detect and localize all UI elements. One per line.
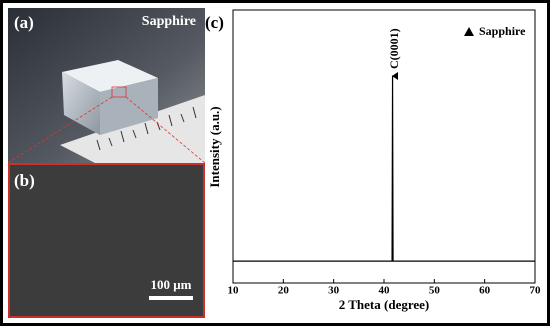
cube-front (100, 78, 158, 135)
zoom-line (7, 96, 113, 164)
zoom-box (111, 86, 127, 98)
ruler-ticks (96, 106, 197, 151)
ruler (60, 95, 205, 163)
x-axis-label: 2 Theta (degree) (339, 297, 430, 312)
x-tick-label: 30 (328, 285, 340, 297)
x-tick-label: 60 (479, 285, 491, 297)
annotation: C(0001) (387, 28, 401, 69)
x-tick-label: 50 (429, 285, 441, 297)
x-tick-label: 20 (278, 285, 290, 297)
cube-side (62, 72, 100, 135)
data-line (233, 75, 535, 262)
cube-top (62, 60, 158, 92)
y-axis-label: Intensity (a.u.) (207, 106, 222, 187)
scale-bar-label: 100 μm (151, 277, 192, 292)
panel-label: (c) (205, 13, 224, 32)
x-tick-label: 40 (379, 285, 391, 297)
annotation-marker (392, 72, 398, 80)
caption: Sapphire (142, 14, 196, 29)
x-tick-label: 10 (228, 285, 240, 297)
panel-label: (a) (14, 13, 34, 32)
zoom-line (125, 96, 206, 164)
legend-label: Sapphire (479, 24, 526, 38)
x-tick-label: 70 (530, 285, 542, 297)
sem-image (8, 163, 205, 318)
scale-bar (149, 296, 193, 300)
panel-label: (b) (14, 171, 35, 190)
legend-marker (464, 27, 474, 36)
